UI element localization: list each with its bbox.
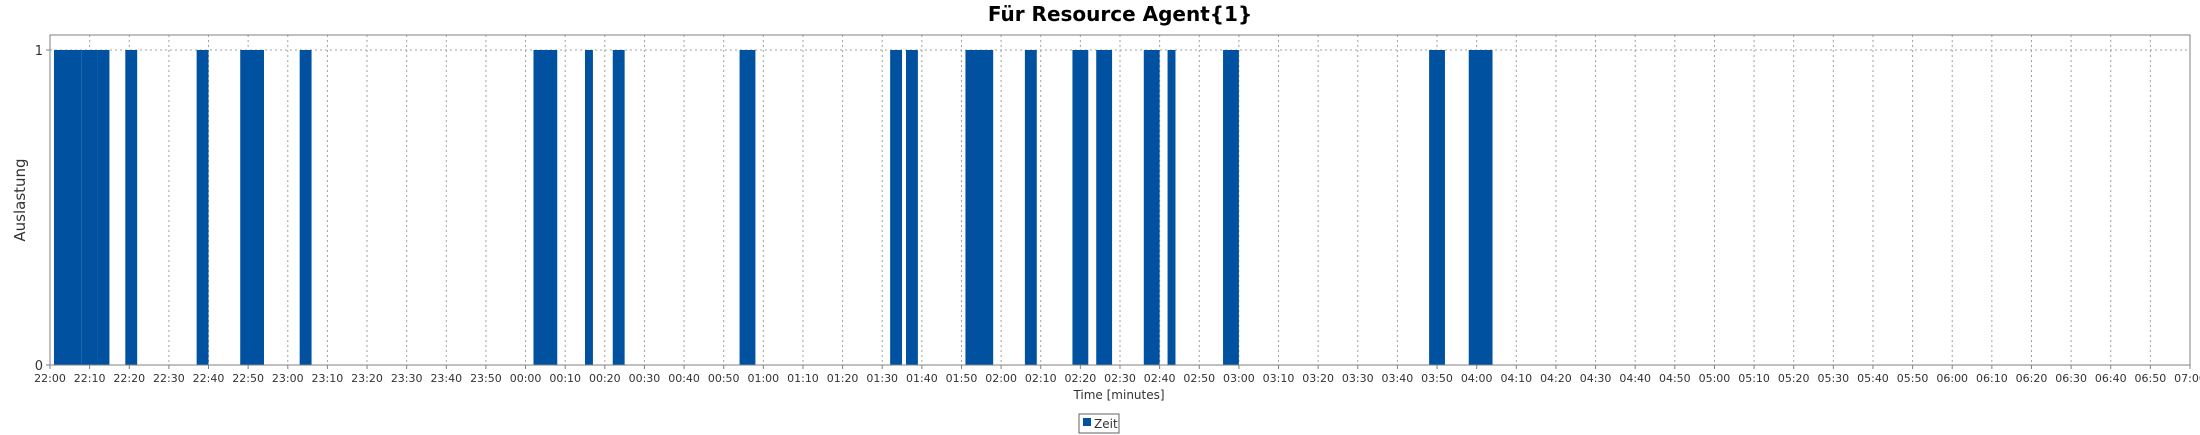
- bar: [53, 50, 82, 365]
- bar: [1429, 50, 1445, 365]
- x-tick-label: 04:40: [1619, 372, 1651, 385]
- bar: [612, 50, 625, 365]
- bar: [1096, 50, 1113, 365]
- bar: [1468, 50, 1493, 365]
- x-tick-label: 22:30: [153, 372, 185, 385]
- y-tick-label: 1: [35, 44, 43, 59]
- x-tick-label: 02:20: [1065, 372, 1097, 385]
- bar: [240, 50, 264, 365]
- bar: [1072, 50, 1089, 365]
- bar: [97, 50, 110, 365]
- x-tick-label: 05:50: [1897, 372, 1929, 385]
- x-tick-label: 23:00: [272, 372, 304, 385]
- x-tick-label: 03:50: [1421, 372, 1453, 385]
- x-tick-label: 06:10: [1976, 372, 2008, 385]
- x-tick-label: 06:00: [1936, 372, 1968, 385]
- y-axis: 01: [35, 44, 50, 374]
- x-tick-label: 04:00: [1461, 372, 1493, 385]
- x-tick-label: 03:10: [1263, 372, 1295, 385]
- x-tick-label: 01:30: [866, 372, 898, 385]
- x-tick-label: 22:00: [34, 372, 66, 385]
- bar: [81, 50, 98, 365]
- bar: [196, 50, 209, 365]
- x-tick-label: 22:40: [193, 372, 225, 385]
- x-tick-label: 22:20: [113, 372, 145, 385]
- bar: [1223, 50, 1239, 365]
- x-tick-label: 00:40: [668, 372, 700, 385]
- chart-title: Für Resource Agent{1}: [988, 2, 1252, 26]
- x-tick-label: 03:40: [1382, 372, 1414, 385]
- x-tick-label: 03:30: [1342, 372, 1374, 385]
- legend: Zeit: [1078, 413, 1120, 434]
- x-tick-label: 02:40: [1144, 372, 1176, 385]
- x-tick-label: 01:40: [906, 372, 938, 385]
- bar: [739, 50, 756, 365]
- y-tick-label: 0: [35, 359, 43, 374]
- bar: [299, 50, 312, 365]
- x-tick-label: 01:10: [787, 372, 819, 385]
- x-tick-label: 22:50: [232, 372, 264, 385]
- x-tick-label: 07:00: [2174, 372, 2200, 385]
- bar: [1167, 50, 1176, 365]
- legend-swatch: [1083, 418, 1091, 426]
- x-tick-label: 03:20: [1302, 372, 1334, 385]
- x-tick-label: 23:20: [351, 372, 383, 385]
- x-tick-label: 06:30: [2055, 372, 2087, 385]
- x-tick-label: 02:10: [1025, 372, 1057, 385]
- x-tick-label: 06:20: [2016, 372, 2048, 385]
- y-axis-label: Auslastung: [11, 158, 29, 241]
- bar: [585, 50, 593, 365]
- x-tick-label: 05:00: [1699, 372, 1731, 385]
- x-tick-label: 04:10: [1500, 372, 1532, 385]
- x-tick-label: 02:30: [1104, 372, 1136, 385]
- x-tick-label: 05:40: [1857, 372, 1889, 385]
- x-tick-label: 23:50: [470, 372, 502, 385]
- x-tick-label: 00:30: [629, 372, 661, 385]
- x-tick-label: 01:50: [946, 372, 978, 385]
- x-tick-label: 04:50: [1659, 372, 1691, 385]
- x-tick-label: 02:00: [985, 372, 1017, 385]
- x-tick-label: 00:10: [549, 372, 581, 385]
- x-tick-label: 05:10: [1738, 372, 1770, 385]
- x-axis-label: Time [minutes]: [1072, 388, 1164, 402]
- bars: [53, 50, 1493, 365]
- x-axis: 22:00 22:10 22:20 22:30 22:40 22:50 23:00 23:10…: [34, 365, 2200, 385]
- x-tick-label: 04:20: [1540, 372, 1572, 385]
- x-tick-label: 06:50: [2135, 372, 2167, 385]
- x-tick-label: 23:30: [391, 372, 423, 385]
- x-tick-label: 05:30: [1817, 372, 1849, 385]
- x-tick-label: 00:00: [510, 372, 542, 385]
- x-tick-label: 04:30: [1580, 372, 1612, 385]
- x-tick-label: 00:20: [589, 372, 621, 385]
- bar: [965, 50, 994, 365]
- x-tick-label: 23:10: [312, 372, 344, 385]
- bar: [1143, 50, 1160, 365]
- bar: [906, 50, 918, 365]
- bar: [1024, 50, 1037, 365]
- x-tick-label: 22:10: [74, 372, 106, 385]
- x-tick-label: 06:40: [2095, 372, 2127, 385]
- x-tick-label: 00:50: [708, 372, 740, 385]
- legend-entry-label: Zeit: [1094, 417, 1118, 431]
- x-tick-label: 01:00: [747, 372, 779, 385]
- bar: [890, 50, 903, 365]
- grid: [50, 35, 2190, 365]
- x-tick-label: 05:20: [1778, 372, 1810, 385]
- x-tick-label: 01:20: [827, 372, 859, 385]
- bar: [533, 50, 558, 365]
- x-tick-label: 02:50: [1183, 372, 1215, 385]
- x-tick-label: 23:40: [430, 372, 462, 385]
- x-tick-label: 03:00: [1223, 372, 1255, 385]
- bar: [125, 50, 138, 365]
